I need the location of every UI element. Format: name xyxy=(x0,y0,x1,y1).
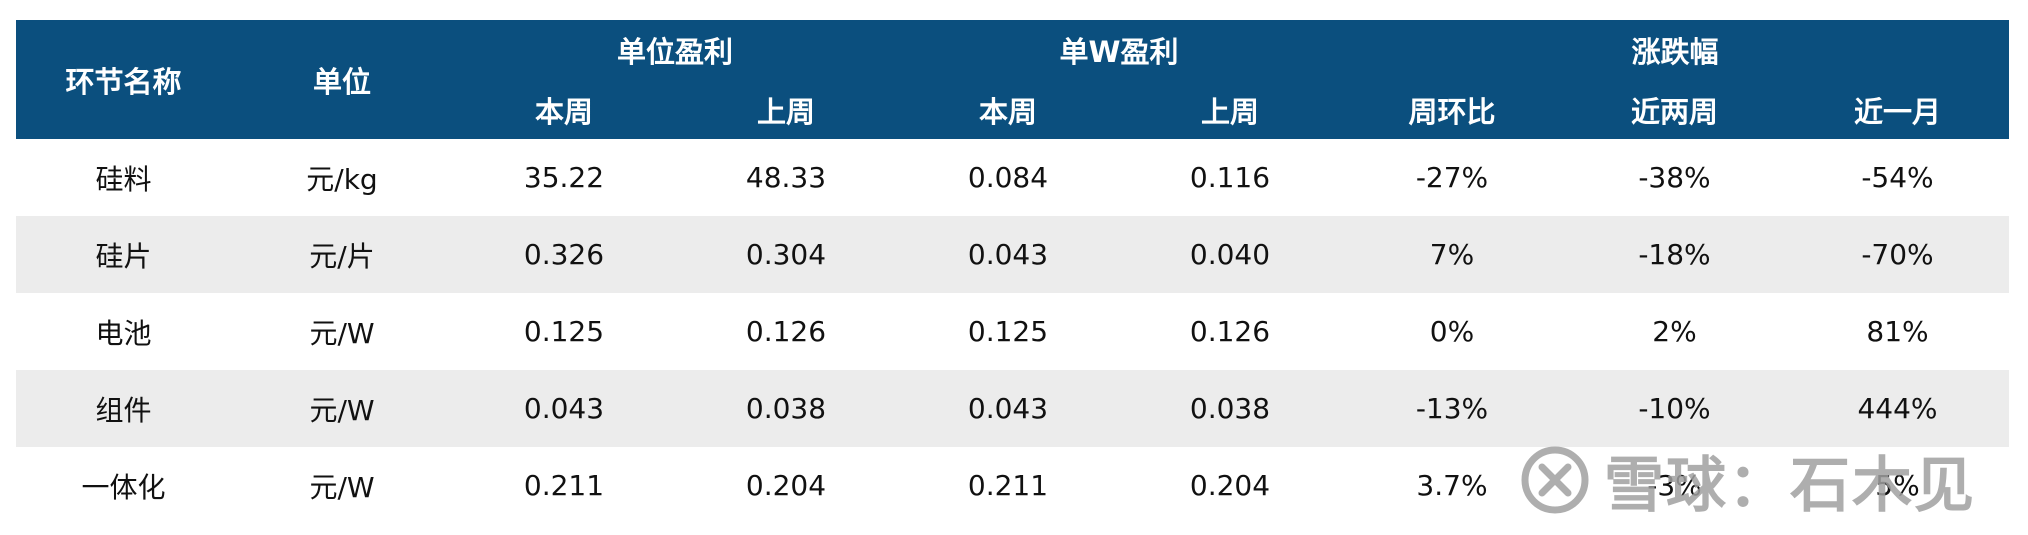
cell-value: -38% xyxy=(1638,161,1711,194)
table-row: 电池 元/W 0.125 0.126 0.125 0.126 0% 2% 81% xyxy=(16,293,2009,370)
profit-table: 环节名称 单位 单位盈利 单W盈利 涨跌幅 本周 上周 本周 上周 周环比 近两… xyxy=(16,20,2009,524)
row-unit: 元/W xyxy=(309,316,375,350)
row-name: 一体化 xyxy=(81,470,166,504)
header-name: 环节名称 xyxy=(65,64,182,99)
cell-value: -70% xyxy=(1861,238,1934,271)
cell-value: 0.304 xyxy=(745,238,827,271)
cell-value: -27% xyxy=(1415,161,1489,194)
header-sub-two-weeks: 近两周 xyxy=(1630,94,1718,129)
table-row: 一体化 元/W 0.211 0.204 0.211 0.204 3.7% -3%… xyxy=(16,447,2009,524)
table-header: 环节名称 单位 单位盈利 单W盈利 涨跌幅 本周 上周 本周 上周 周环比 近两… xyxy=(16,20,2009,139)
cell-value: 0.126 xyxy=(1189,315,1271,348)
row-name: 电池 xyxy=(95,316,152,350)
header-unit: 单位 xyxy=(312,64,371,99)
row-name: 硅料 xyxy=(95,162,152,196)
table-row: 组件 元/W 0.043 0.038 0.043 0.038 -13% -10%… xyxy=(16,370,2009,447)
cell-value: 5% xyxy=(1875,469,1920,502)
cell-value: 0.038 xyxy=(745,392,827,425)
cell-value: -3% xyxy=(1647,469,1702,502)
header-sub-this-week-w: 本周 xyxy=(978,94,1037,129)
cell-value: 444% xyxy=(1857,392,1938,425)
table-row: 硅片 元/片 0.326 0.304 0.043 0.040 7% -18% -… xyxy=(16,216,2009,293)
watermark-text: 雪球：石木见 xyxy=(1604,450,1976,521)
cell-value: 0% xyxy=(1429,315,1475,348)
row-name: 组件 xyxy=(95,393,152,427)
snowball-logo-icon xyxy=(1521,446,1589,514)
cell-value: 35.22 xyxy=(523,161,605,194)
cell-value: -10% xyxy=(1638,392,1711,425)
cell-value: -18% xyxy=(1638,238,1711,271)
cell-value: 0.204 xyxy=(745,469,827,502)
cell-value: 3.7% xyxy=(1416,469,1488,502)
cell-value: 0.125 xyxy=(523,315,605,348)
cell-value: 0.125 xyxy=(967,315,1049,348)
row-unit: 元/W xyxy=(309,470,375,504)
row-name: 硅片 xyxy=(95,239,152,273)
table-row: 硅料 元/kg 35.22 48.33 0.084 0.116 -27% -38… xyxy=(16,139,2009,216)
row-unit: 元/W xyxy=(309,393,375,427)
cell-value: 0.204 xyxy=(1189,469,1271,502)
cell-value: 0.116 xyxy=(1189,161,1271,194)
header-sub-this-week: 本周 xyxy=(534,94,593,129)
cell-value: 0.326 xyxy=(523,238,605,271)
cell-value: 0.043 xyxy=(967,238,1049,271)
cell-value: 0.126 xyxy=(745,315,827,348)
cell-value: 0.043 xyxy=(523,392,605,425)
header-group-unit-profit: 单位盈利 xyxy=(616,35,733,69)
header-corner-notch xyxy=(0,0,444,20)
cell-value: 0.211 xyxy=(967,469,1049,502)
cell-value: 48.33 xyxy=(745,161,827,194)
cell-value: 0.043 xyxy=(967,392,1049,425)
cell-value: 0.084 xyxy=(967,161,1049,194)
header-sub-last-week: 上周 xyxy=(756,94,815,129)
cell-value: -13% xyxy=(1415,392,1489,425)
row-unit: 元/片 xyxy=(309,239,375,273)
cell-value: 0.211 xyxy=(523,469,605,502)
header-sub-one-month: 近一月 xyxy=(1853,94,1941,129)
header-group-change: 涨跌幅 xyxy=(1631,35,1719,69)
cell-value: 0.040 xyxy=(1189,238,1271,271)
cell-value: 81% xyxy=(1866,315,1929,348)
cell-value: -54% xyxy=(1861,161,1934,194)
cell-value: 7% xyxy=(1429,238,1475,271)
header-sub-wow: 周环比 xyxy=(1408,94,1496,129)
header-group-w-profit: 单W盈利 xyxy=(1059,35,1179,69)
cell-value: 2% xyxy=(1652,315,1697,348)
row-unit: 元/kg xyxy=(306,162,378,196)
header-sub-last-week-w: 上周 xyxy=(1200,94,1259,129)
cell-value: 0.038 xyxy=(1189,392,1271,425)
watermark: 雪球：石木见 xyxy=(1520,430,1976,530)
